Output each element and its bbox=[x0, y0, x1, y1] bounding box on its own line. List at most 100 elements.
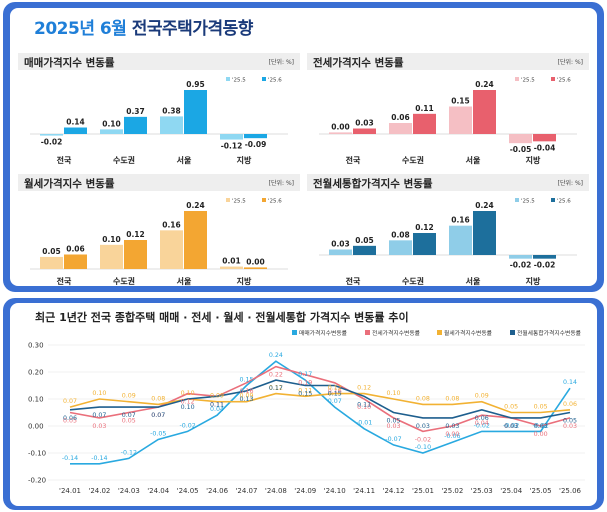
category-label: 서울 bbox=[466, 276, 481, 286]
legend-label: '25.6 bbox=[557, 199, 571, 205]
page-title: 2025년 6월 전국주택가격동향 bbox=[34, 14, 253, 39]
bar bbox=[40, 256, 63, 269]
point-label: 0.00 bbox=[534, 431, 548, 438]
data-label: 0.38 bbox=[162, 106, 181, 115]
point-label: 0.11 bbox=[210, 401, 224, 408]
legend-label: 월세가격지수변동률 bbox=[444, 329, 493, 337]
bar bbox=[124, 240, 147, 269]
y-tick-label: -0.10 bbox=[28, 450, 46, 458]
series-line bbox=[69, 379, 571, 419]
point-label: 0.07 bbox=[151, 412, 165, 419]
panel-header: 매매가격지수 변동률 [단위: %] bbox=[18, 53, 300, 70]
point-label: 0.06 bbox=[563, 401, 577, 408]
series-line bbox=[69, 365, 571, 433]
series-line bbox=[69, 392, 571, 414]
point-label: 0.17 bbox=[269, 385, 283, 392]
bar bbox=[389, 123, 412, 134]
bar bbox=[353, 128, 376, 134]
data-label: 0.06 bbox=[66, 245, 85, 254]
category-label: 전국 bbox=[346, 276, 361, 286]
point-label: 0.10 bbox=[181, 404, 195, 411]
point-label: 0.12 bbox=[357, 385, 371, 392]
bar bbox=[389, 240, 412, 255]
category-label: 수도권 bbox=[113, 155, 135, 165]
title-text: 전국주택가격동향 bbox=[126, 19, 254, 39]
bar bbox=[473, 90, 496, 134]
x-tick-label: '24.04 bbox=[147, 487, 170, 495]
point-label: 0.03 bbox=[92, 423, 106, 430]
x-tick-label: '25.03 bbox=[471, 487, 493, 495]
point-label: 0.10 bbox=[92, 390, 106, 397]
data-label: 0.08 bbox=[391, 230, 410, 239]
point-label: 0.07 bbox=[122, 412, 136, 419]
point-label: 0.05 bbox=[63, 418, 77, 425]
point-label: 0.03 bbox=[445, 423, 459, 430]
bar bbox=[160, 116, 183, 134]
panel-header: 월세가격지수 변동률 [단위: %] bbox=[18, 174, 300, 191]
point-label: 0.07 bbox=[328, 398, 342, 405]
bar bbox=[449, 225, 472, 255]
bar-chart-sale: '25.5 '25.6 -0.02 0.14 전국 0.10 0.37 수도권 0.38 0.95… bbox=[30, 77, 288, 165]
point-label: 0.07 bbox=[92, 412, 106, 419]
point-label: -0.02 bbox=[179, 422, 195, 429]
category-label: 지방 bbox=[526, 276, 541, 286]
point-label: 0.03 bbox=[504, 423, 518, 430]
data-label: 0.05 bbox=[355, 236, 374, 245]
point-label: 0.10 bbox=[181, 390, 195, 397]
point-label: -0.01 bbox=[356, 420, 372, 427]
legend-swatch bbox=[515, 77, 519, 81]
line-chart-trend: -0.20 -0.10 0.00 0.10 0.20 0.30 '24.01 '24.02 '2… bbox=[28, 329, 585, 495]
point-label: 0.05 bbox=[387, 418, 401, 425]
data-label: 0.03 bbox=[355, 119, 374, 128]
data-label: 0.12 bbox=[126, 230, 145, 239]
data-label: -0.05 bbox=[510, 145, 532, 154]
panel-unit: [단위: %] bbox=[268, 59, 294, 66]
y-tick-label: -0.20 bbox=[28, 477, 46, 485]
point-label: 0.12 bbox=[269, 385, 283, 392]
category-label: 수도권 bbox=[402, 276, 424, 286]
x-tick-label: '25.05 bbox=[530, 487, 552, 495]
bar bbox=[413, 113, 436, 134]
x-tick-label: '24.08 bbox=[265, 487, 287, 495]
data-label: 0.15 bbox=[451, 97, 470, 106]
point-label: 0.08 bbox=[445, 395, 459, 402]
point-label: 0.03 bbox=[563, 423, 577, 430]
bar bbox=[353, 245, 376, 255]
category-label: 수도권 bbox=[113, 276, 135, 286]
bar-chart-monthly-rent: '25.5 '25.6 0.05 0.06 전국 0.10 0.12 수도권 0.16 0.24 서… bbox=[30, 198, 288, 286]
x-tick-label: '25.06 bbox=[559, 487, 582, 495]
point-label: -0.10 bbox=[415, 444, 431, 451]
legend-swatch bbox=[262, 198, 266, 202]
panel-combined-rent-change: 전월세통합가격지수 변동률 [단위: %] '25.5 '25.6 0.03 0.05… bbox=[307, 174, 589, 289]
data-label: 0.24 bbox=[475, 80, 494, 89]
y-tick-label: 0.10 bbox=[28, 396, 44, 404]
point-label: -0.02 bbox=[532, 422, 548, 429]
bar bbox=[413, 233, 436, 255]
data-label: 0.11 bbox=[415, 104, 434, 113]
category-label: 지방 bbox=[237, 155, 252, 165]
point-label: 0.10 bbox=[387, 390, 401, 397]
bar bbox=[160, 230, 183, 269]
data-label: 0.06 bbox=[391, 113, 410, 122]
panel-unit: [단위: %] bbox=[268, 180, 294, 187]
point-label: 0.19 bbox=[298, 380, 312, 387]
point-label: 0.12 bbox=[181, 399, 195, 406]
data-label: 0.12 bbox=[415, 223, 434, 232]
legend-label: '25.6 bbox=[557, 78, 571, 84]
category-label: 지방 bbox=[526, 155, 541, 165]
point-label: -0.14 bbox=[91, 455, 107, 462]
bar bbox=[124, 116, 147, 134]
point-label: 0.10 bbox=[357, 404, 371, 411]
x-tick-label: '24.03 bbox=[118, 487, 140, 495]
data-label: 0.16 bbox=[451, 216, 470, 225]
panel-unit: [단위: %] bbox=[557, 180, 583, 187]
x-tick-label: '24.01 bbox=[59, 487, 81, 495]
x-tick-label: '24.11 bbox=[353, 487, 375, 495]
x-tick-label: '25.04 bbox=[500, 487, 523, 495]
point-label: 0.06 bbox=[475, 415, 489, 422]
point-label: 0.07 bbox=[151, 412, 165, 419]
bar bbox=[100, 244, 123, 269]
legend-swatch bbox=[510, 330, 515, 335]
data-label: -0.12 bbox=[221, 142, 243, 151]
